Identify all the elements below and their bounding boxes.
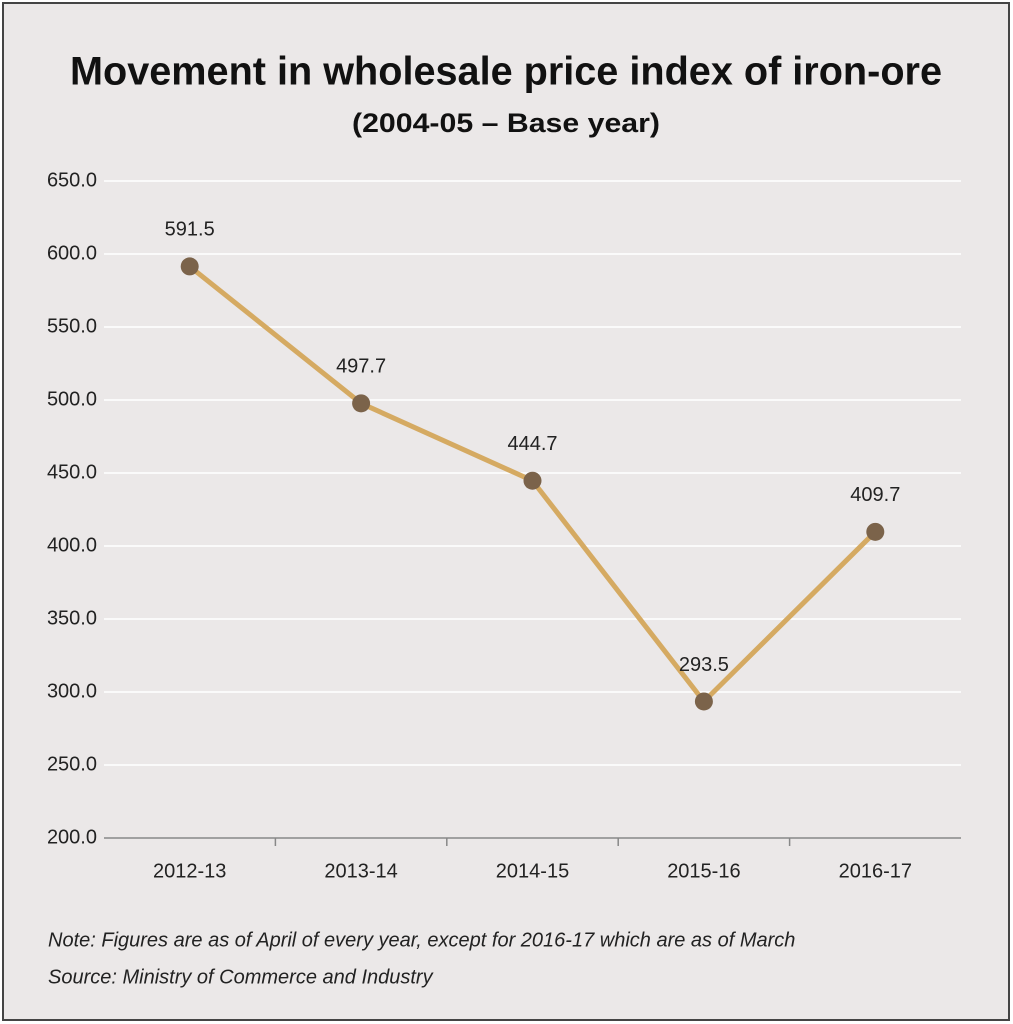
data-point [352, 394, 371, 413]
data-point [180, 257, 199, 276]
y-tick-label: 350.0 [47, 607, 97, 629]
y-tick-label: 200.0 [47, 826, 97, 848]
y-tick-label: 450.0 [47, 461, 97, 483]
data-point [866, 522, 885, 541]
x-tick-label: 2015-16 [667, 860, 740, 882]
data-label: 497.7 [336, 356, 386, 378]
source: Source: Ministry of Commerce and Industr… [48, 966, 434, 988]
x-tick-label: 2013-14 [324, 860, 397, 882]
x-tick-label: 2012-13 [153, 860, 226, 882]
x-tick-label: 2016-17 [839, 860, 912, 882]
data-label: 409.7 [850, 484, 900, 506]
y-tick-label: 500.0 [47, 388, 97, 410]
data-point [694, 692, 713, 711]
x-tick-label: 2014-15 [496, 860, 569, 882]
y-tick-label: 550.0 [47, 315, 97, 337]
y-tick-label: 250.0 [47, 753, 97, 775]
data-point [523, 471, 542, 490]
chart-title: Movement in wholesale price index of iro… [70, 50, 942, 94]
y-tick-label: 400.0 [47, 534, 97, 556]
y-tick-label: 300.0 [47, 680, 97, 702]
data-label: 293.5 [679, 654, 729, 676]
chart-subtitle: (2004-05 – Base year) [352, 108, 660, 138]
note: Note: Figures are as of April of every y… [48, 929, 795, 951]
data-label: 444.7 [507, 433, 557, 455]
data-label: 591.5 [165, 219, 215, 241]
y-tick-label: 650.0 [47, 169, 97, 191]
y-tick-label: 600.0 [47, 242, 97, 264]
